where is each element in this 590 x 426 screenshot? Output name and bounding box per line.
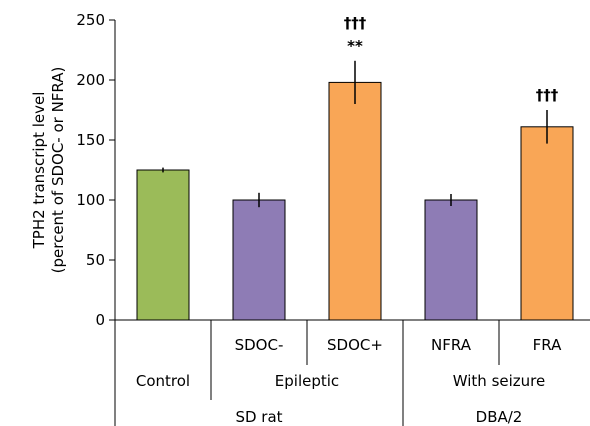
- category-label: SDOC-: [235, 336, 284, 354]
- y-tick-label: 0: [95, 311, 105, 329]
- y-axis-label-line1: TPH2 transcript level: [30, 92, 48, 250]
- supergroup-label: SD rat: [235, 408, 282, 426]
- y-axis-label: TPH2 transcript level (percent of SDOC- …: [30, 67, 67, 274]
- significance-marker: †††: [536, 86, 559, 104]
- y-tick-label: 250: [76, 11, 105, 29]
- category-label: NFRA: [431, 336, 472, 354]
- y-tick-label: 200: [76, 71, 105, 89]
- bar: [328, 81, 382, 321]
- group-label: With seizure: [453, 372, 545, 390]
- category-labels: SDOC- SDOC+ NFRA FRA Control Epileptic With se…: [114, 320, 562, 426]
- supergroup-label: DBA/2: [476, 408, 523, 426]
- bar: [136, 169, 190, 321]
- group-label: Control: [136, 372, 190, 390]
- group-label: Epileptic: [275, 372, 339, 390]
- bar: [424, 199, 478, 321]
- category-label: FRA: [533, 336, 562, 354]
- bar: [232, 199, 286, 321]
- significance-marker: **: [347, 37, 363, 55]
- y-axis-label-line2: (percent of SDOC- or NFRA): [49, 67, 67, 274]
- category-label: SDOC+: [327, 336, 383, 354]
- y-tick-label: 100: [76, 191, 105, 209]
- significance-marker: †††: [344, 14, 367, 32]
- bars: ** ††† †††: [136, 14, 574, 321]
- y-tick-label: 50: [86, 251, 105, 269]
- bar: [520, 126, 574, 321]
- y-tick-label: 150: [76, 131, 105, 149]
